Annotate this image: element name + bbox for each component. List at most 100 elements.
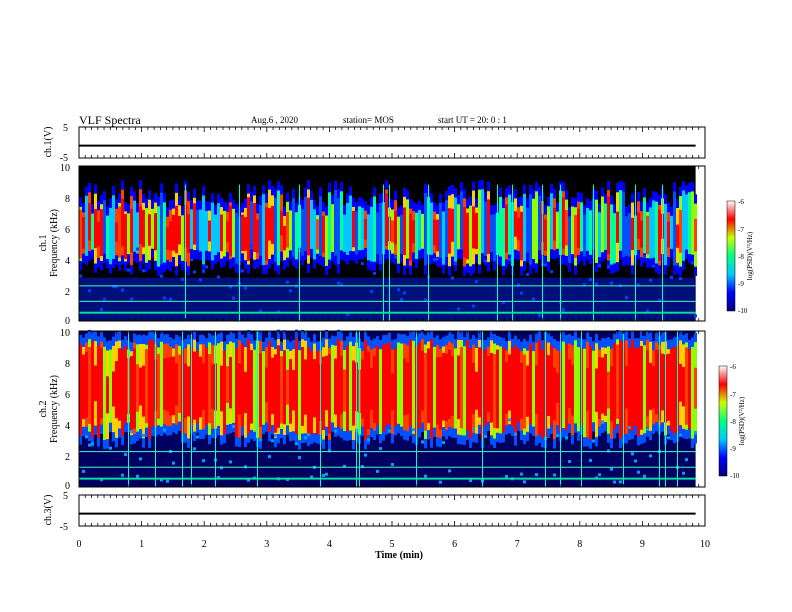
y-tick-label: -5 <box>60 522 68 533</box>
spectrogram-speckle <box>199 278 202 282</box>
spectrogram-column <box>148 347 151 433</box>
spectrogram-column <box>493 354 496 429</box>
spectrogram-column <box>595 368 598 412</box>
spectrogram-column <box>91 213 94 250</box>
spectrogram-speckle <box>607 449 610 453</box>
spectrogram-speckle <box>502 300 505 304</box>
spectrogram-column <box>307 357 310 427</box>
spectrogram-column <box>322 356 325 431</box>
spectrogram-column <box>643 345 646 434</box>
spectrogram-line <box>79 300 696 302</box>
spectrogram-speckle <box>379 261 382 265</box>
spectrogram-column <box>481 189 484 254</box>
spectrogram-column <box>259 353 262 427</box>
spectrogram-column <box>598 357 601 420</box>
spectrogram-column <box>160 192 163 265</box>
spectrogram-column <box>205 364 208 409</box>
spectrogram-column <box>568 216 571 263</box>
spectrogram-speckle <box>388 429 391 433</box>
spectrogram-speckle <box>454 262 457 266</box>
spectrogram-column <box>274 197 277 262</box>
station-label: station= MOS <box>343 115 394 125</box>
spectrogram-speckle <box>535 473 538 477</box>
spectrogram-speckle <box>589 278 592 282</box>
spectrogram-column <box>337 357 340 409</box>
spectrogram-column <box>373 196 376 262</box>
spectrogram-speckle <box>592 439 595 443</box>
spectrogram-column <box>97 369 100 414</box>
spectrogram-column <box>391 373 394 411</box>
spectrogram-column <box>556 211 559 249</box>
spectrogram-column <box>226 221 229 243</box>
spectrogram-line <box>79 477 696 480</box>
spectrogram-column <box>133 348 136 429</box>
spectrogram-sferic <box>677 331 678 487</box>
spectrogram-column <box>637 212 640 239</box>
spectrogram-column <box>139 206 142 245</box>
spectrogram-speckle <box>124 452 127 456</box>
spectrogram-speckle <box>142 269 145 273</box>
spectrogram-column <box>112 195 115 259</box>
spectrogram-speckle <box>484 434 487 438</box>
spectrogram-column <box>79 209 82 259</box>
spectrogram-speckle <box>637 283 640 287</box>
spectrogram-column <box>325 355 328 411</box>
spectrogram-speckle <box>169 297 172 301</box>
spectrogram-column <box>466 212 469 260</box>
spectrogram-column <box>166 227 169 250</box>
spectrogram-column <box>88 346 91 424</box>
spectrogram-speckle <box>589 458 592 462</box>
spectrogram-speckle <box>109 446 112 450</box>
spectrogram-sferic <box>665 331 666 487</box>
spectrogram-column <box>283 225 286 251</box>
spectrogram-column <box>118 348 121 421</box>
spectrogram-column <box>469 205 472 267</box>
spectrogram-speckle <box>532 297 535 301</box>
spectrogram-column <box>499 346 502 434</box>
spectrogram-column <box>247 197 250 261</box>
spectrogram-column <box>409 351 412 415</box>
spectrogram-column <box>619 346 622 433</box>
spectrogram-speckle <box>193 270 196 274</box>
spectrogram-column <box>106 376 109 414</box>
spectrogram-speckle <box>364 453 367 457</box>
spectrogram-column <box>475 371 478 410</box>
spectrogram-column <box>208 354 211 424</box>
y-tick-label: 5 <box>63 123 68 134</box>
spectrogram-speckle <box>88 289 91 293</box>
spectrogram-column <box>589 370 592 416</box>
spectrogram-speckle <box>376 469 379 473</box>
spectrogram-column <box>652 200 655 258</box>
colorbar-ch1: -6 -7 -8 -9 -10 log(PSD)(V²/Hz) <box>726 198 754 315</box>
spectrogram-speckle <box>163 428 166 432</box>
spectrogram-column <box>661 353 664 411</box>
spectrogram-column <box>625 216 628 256</box>
spectrogram-speckle <box>475 280 478 284</box>
spectrogram-speckle <box>202 269 205 273</box>
spectrogram-column <box>109 349 112 423</box>
spectrogram-speckle <box>121 473 124 477</box>
spectrogram-column <box>514 211 517 237</box>
spectrogram-column <box>670 215 673 249</box>
spectrogram-column <box>583 214 586 257</box>
spectrogram-speckle <box>160 274 163 278</box>
spectrogram-column <box>355 211 358 255</box>
spectrogram-speckle <box>259 438 262 442</box>
spectrogram-speckle <box>457 307 460 311</box>
spectrogram-speckle <box>289 289 292 293</box>
spectrogram-speckle <box>274 433 277 437</box>
spectrogram-speckle <box>88 443 91 447</box>
spectrogram-column <box>694 367 697 409</box>
spectrogram-column <box>463 207 466 258</box>
spectrogram-column <box>472 363 475 415</box>
spectrogram-column <box>382 357 385 418</box>
spectrogram-column <box>202 195 205 265</box>
spectrogram-speckle <box>634 459 637 463</box>
spectrogram-column <box>397 342 400 424</box>
spectrogram-speckle <box>646 309 649 313</box>
panel-ch1-spectrogram: 0 2 4 6 8 10 ch.1 Frequency (kHz) <box>38 163 706 327</box>
spectrogram-sferic <box>560 331 561 487</box>
spectrogram-speckle <box>568 460 571 464</box>
spectrogram-column <box>202 363 205 411</box>
spectrogram-column <box>595 199 598 263</box>
